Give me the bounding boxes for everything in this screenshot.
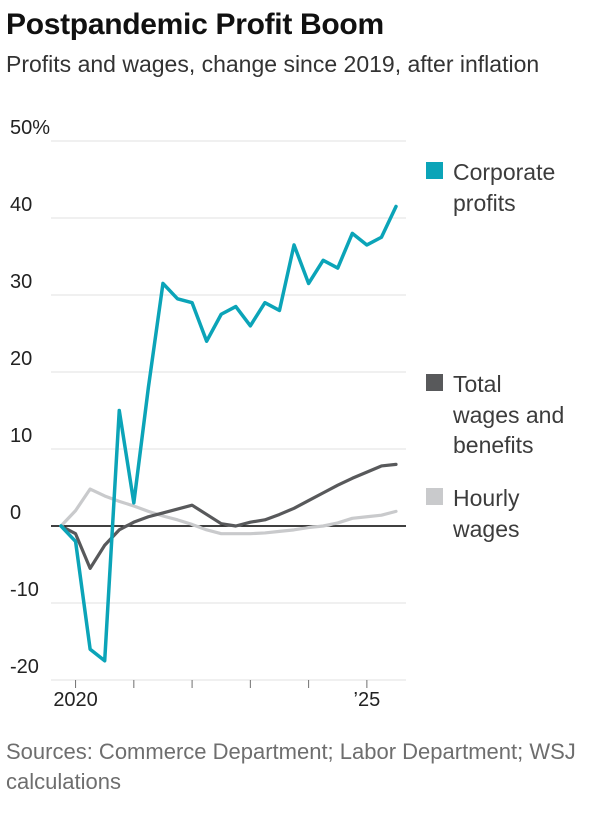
source-note: Sources: Commerce Department; Labor Depa… bbox=[6, 739, 576, 794]
chart-subtitle: Profits and wages, change since 2019, af… bbox=[6, 50, 540, 77]
legend-swatch-corporate-profits bbox=[426, 162, 443, 180]
series-line-1 bbox=[59, 463, 398, 571]
legend-item-hourly-wages: Hourly wages bbox=[426, 483, 600, 544]
y-tick-label: 50% bbox=[10, 117, 50, 139]
y-tick-label: 0 bbox=[10, 502, 21, 524]
x-tick-label: ’25 bbox=[354, 689, 381, 711]
y-tick-label: -10 bbox=[10, 579, 39, 601]
legend-item-corporate-profits: Corporate profits bbox=[426, 157, 600, 218]
legend-swatch-hourly-wages bbox=[426, 488, 443, 506]
legend-swatch-total-wages-benefits bbox=[426, 374, 443, 392]
chart-area: 50% 40 30 20 10 0 -10 -20 2020 ’25 Corporate prof… bbox=[6, 101, 596, 719]
chart-card: Postpandemic Profit Boom Profits and wag… bbox=[6, 8, 596, 794]
line-chart: 50% 40 30 20 10 0 -10 -20 2020 ’25 bbox=[10, 117, 406, 711]
y-tick-label: -20 bbox=[10, 656, 39, 678]
legend-label-hourly-wages: Hourly wages bbox=[453, 485, 520, 542]
series-line-0 bbox=[59, 205, 398, 663]
y-tick-label: 40 bbox=[10, 194, 32, 216]
legend-label-total-wages-benefits: Total wages and benefits bbox=[453, 371, 565, 459]
legend-item-total-wages-benefits: Total wages and benefits bbox=[426, 369, 600, 460]
legend-label-corporate-profits: Corporate profits bbox=[453, 159, 556, 216]
series-line-2 bbox=[59, 487, 398, 536]
x-tick-label: 2020 bbox=[53, 689, 98, 711]
y-tick-label: 30 bbox=[10, 271, 32, 293]
y-tick-label: 10 bbox=[10, 425, 32, 447]
y-tick-label: 20 bbox=[10, 348, 32, 370]
chart-title: Postpandemic Profit Boom bbox=[6, 8, 384, 41]
